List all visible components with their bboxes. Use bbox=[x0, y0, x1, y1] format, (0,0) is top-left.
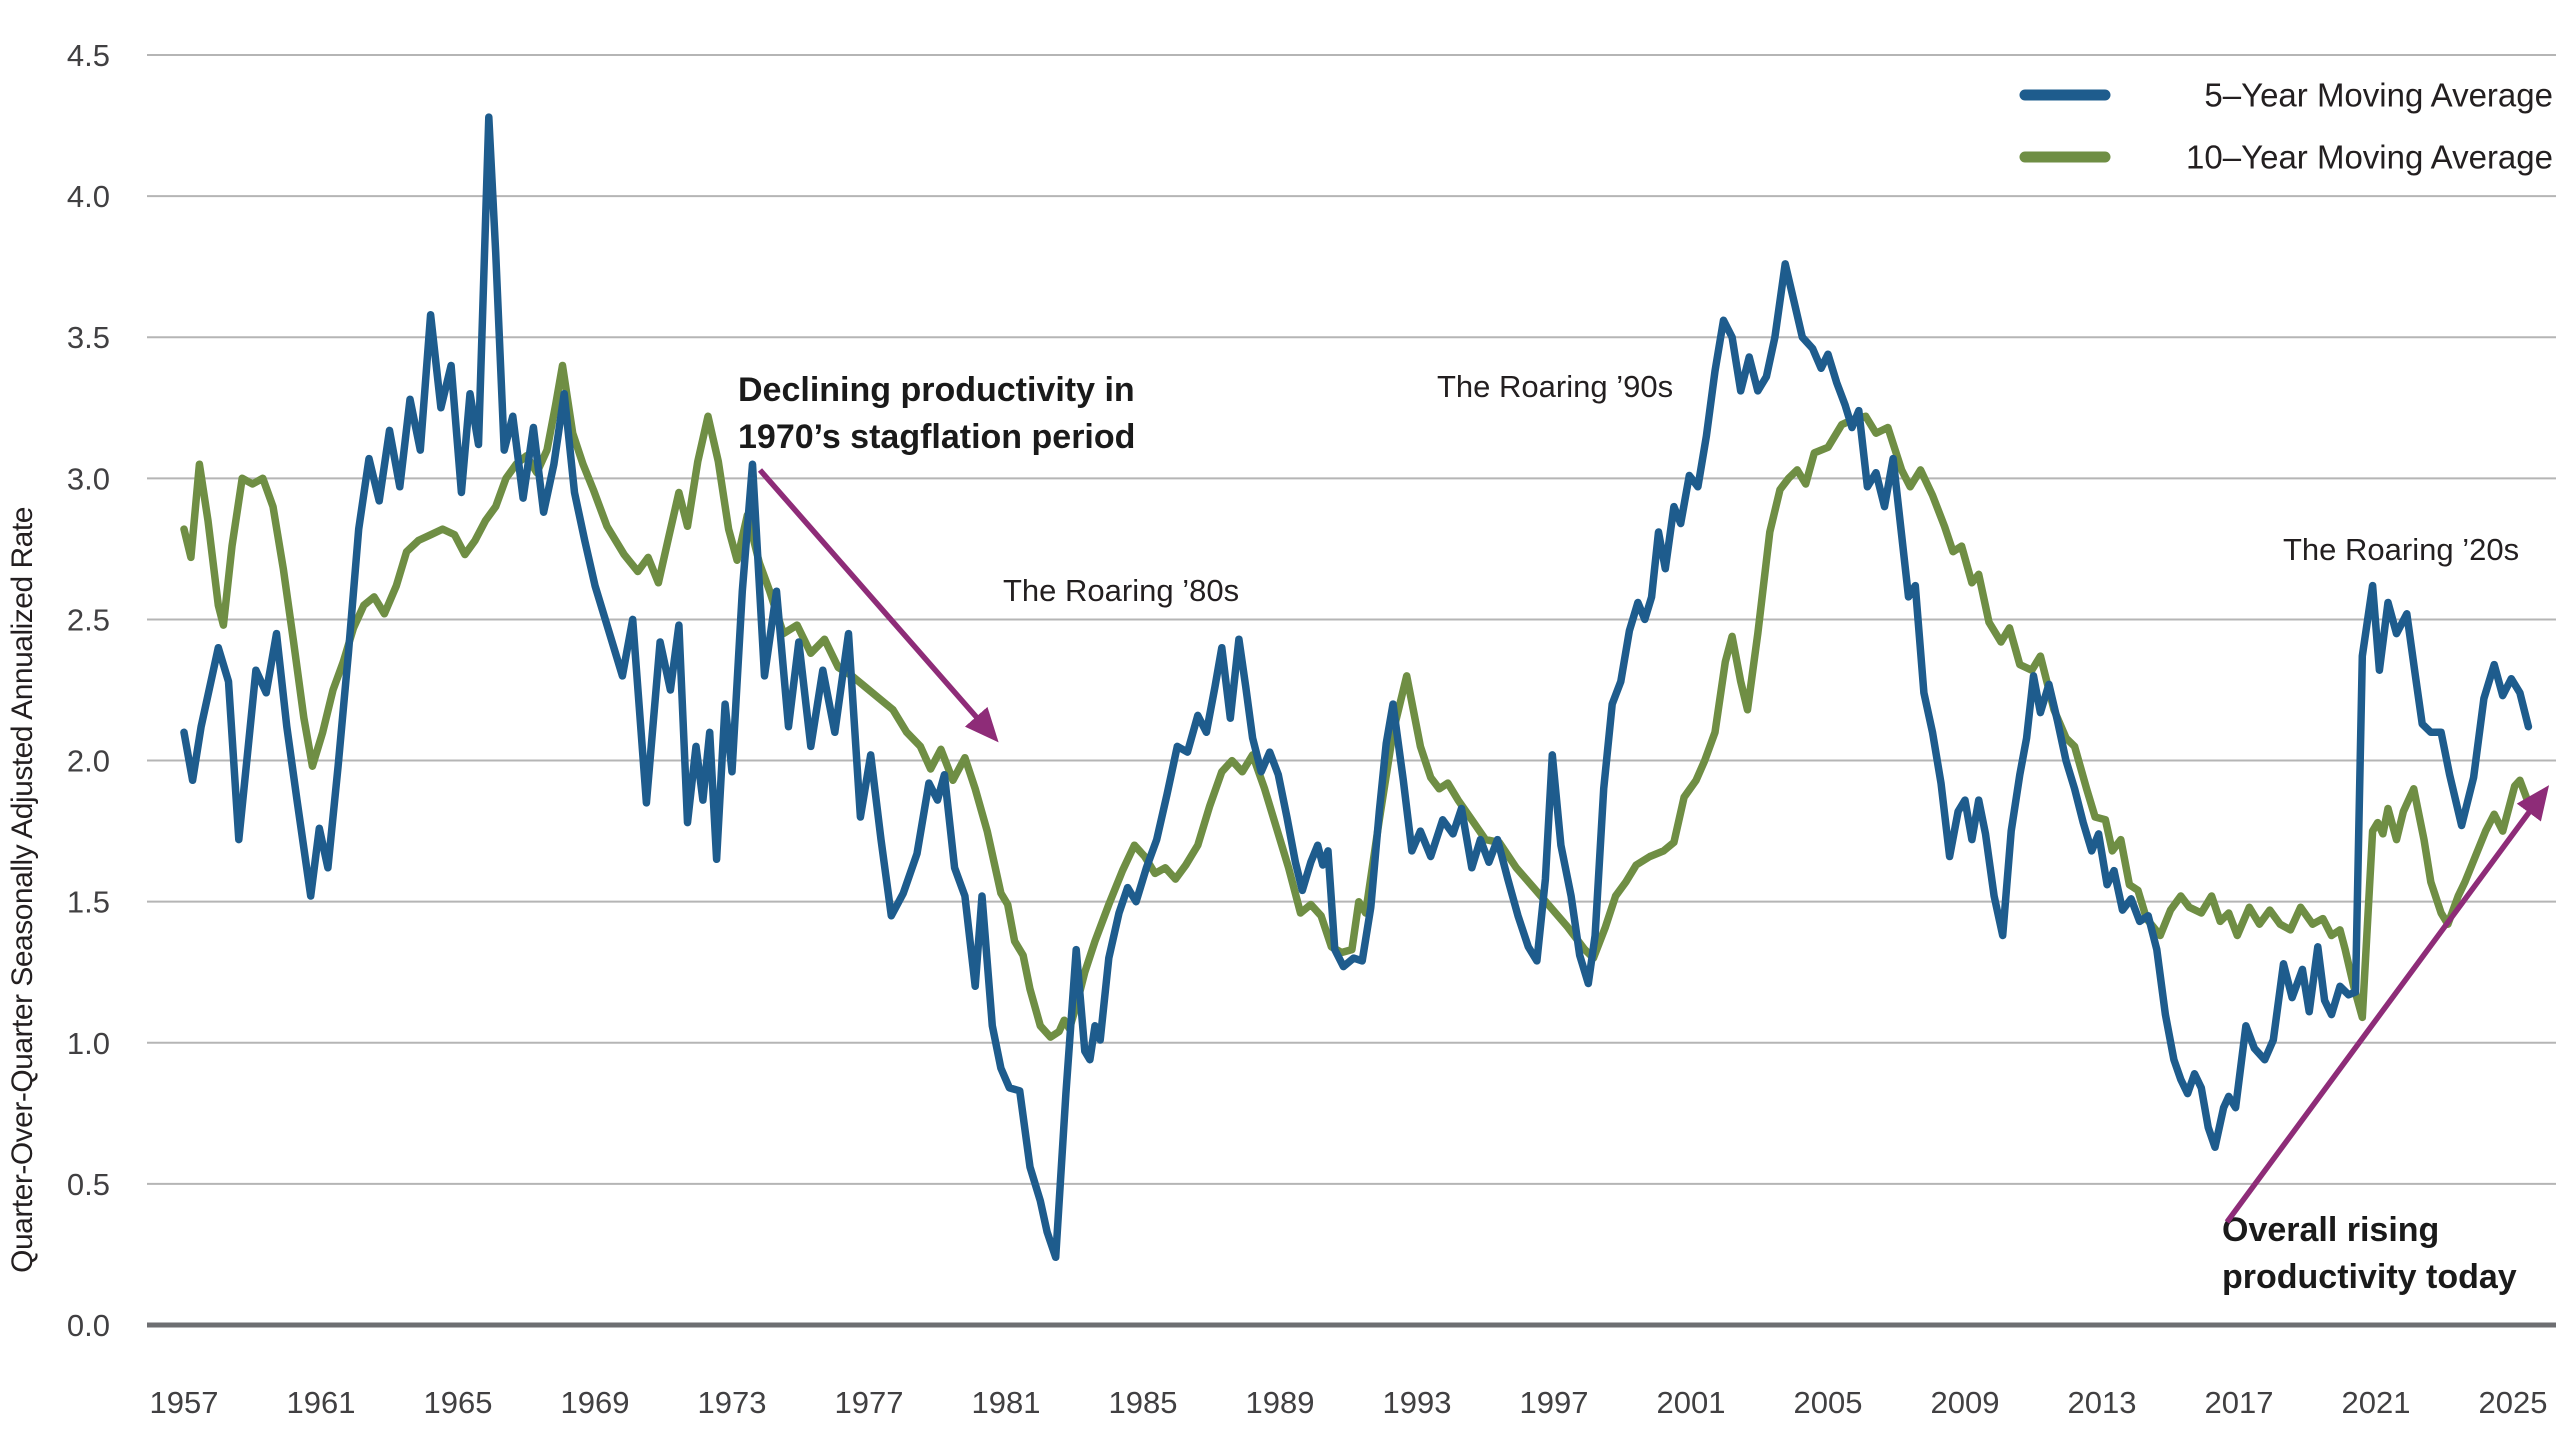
x-tick-label: 1973 bbox=[698, 1385, 767, 1420]
y-tick-label: 3.5 bbox=[67, 320, 110, 355]
series-line-5-year bbox=[180, 113, 2533, 1262]
legend-item-5-year: 5–Year Moving Average bbox=[2019, 77, 2553, 114]
annotation-roaring-20s: The Roaring ’20s bbox=[2283, 532, 2519, 567]
x-tick-label: 2001 bbox=[1657, 1385, 1726, 1420]
x-tick-label: 1993 bbox=[1383, 1385, 1452, 1420]
y-tick-label: 3.0 bbox=[67, 461, 110, 496]
arrow-rising-today bbox=[2224, 785, 2550, 1224]
annotation-arrows bbox=[757, 468, 2550, 1224]
x-tick-label: 2021 bbox=[2342, 1385, 2411, 1420]
x-tick-label: 2009 bbox=[1931, 1385, 2000, 1420]
x-tick-label: 1957 bbox=[150, 1385, 219, 1420]
arrow-stagflation bbox=[757, 468, 999, 743]
x-tick-label: 2025 bbox=[2479, 1385, 2548, 1420]
y-tick-label: 1.0 bbox=[67, 1026, 110, 1061]
legend-label-5-year: 5–Year Moving Average bbox=[2204, 77, 2553, 114]
x-tick-label: 1997 bbox=[1520, 1385, 1589, 1420]
x-axis-tick-labels: 1957 1961 1965 1969 1973 1977 1981 1985 1989 1993… bbox=[150, 1385, 2548, 1420]
gridlines bbox=[147, 54, 2556, 1328]
x-tick-label: 2005 bbox=[1794, 1385, 1863, 1420]
legend: 5–Year Moving Average 10–Year Moving Aver… bbox=[2019, 77, 2553, 176]
legend-label-10-year: 10–Year Moving Average bbox=[2186, 139, 2553, 176]
legend-item-10-year: 10–Year Moving Average bbox=[2019, 139, 2553, 176]
annotation-stagflation: Declining productivity in 1970’s stagflat… bbox=[738, 371, 1135, 456]
x-tick-label: 2017 bbox=[2205, 1385, 2274, 1420]
x-tick-label: 1969 bbox=[561, 1385, 630, 1420]
annotation-roaring-90s: The Roaring ’90s bbox=[1437, 369, 1673, 404]
x-tick-label: 1965 bbox=[424, 1385, 493, 1420]
x-tick-label: 1981 bbox=[972, 1385, 1041, 1420]
data-series bbox=[180, 113, 2533, 1262]
y-tick-label: 4.0 bbox=[67, 179, 110, 214]
y-axis-tick-labels: 0.0 0.5 1.0 1.5 2.0 2.5 3.0 3.5 4.0 4.5 bbox=[67, 38, 110, 1343]
x-tick-label: 1989 bbox=[1246, 1385, 1315, 1420]
x-tick-label: 1961 bbox=[287, 1385, 356, 1420]
x-tick-label: 2013 bbox=[2068, 1385, 2137, 1420]
annotation-rising-today: Overall rising productivity today bbox=[2222, 1211, 2517, 1296]
y-tick-label: 4.5 bbox=[67, 38, 110, 73]
y-tick-label: 1.5 bbox=[67, 885, 110, 920]
annotation-roaring-80s: The Roaring ’80s bbox=[1003, 573, 1239, 608]
y-axis-title: Quarter-Over-Quarter Seasonally Adjusted… bbox=[6, 507, 39, 1273]
x-tick-label: 1977 bbox=[835, 1385, 904, 1420]
y-tick-label: 2.0 bbox=[67, 744, 110, 779]
y-tick-label: 0.0 bbox=[67, 1308, 110, 1343]
y-tick-label: 2.5 bbox=[67, 602, 110, 637]
y-tick-label: 0.5 bbox=[67, 1167, 110, 1202]
annotations: Declining productivity in 1970’s stagflat… bbox=[738, 369, 2519, 1296]
x-tick-label: 1985 bbox=[1109, 1385, 1178, 1420]
